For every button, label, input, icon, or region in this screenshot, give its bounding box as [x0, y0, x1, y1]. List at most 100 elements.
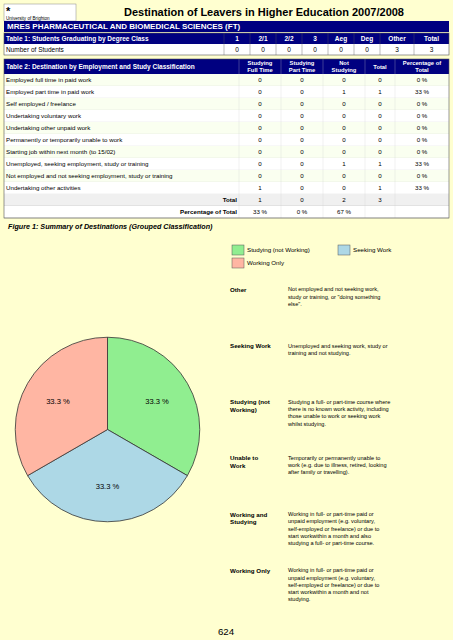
table-header: 2/1 [258, 35, 267, 42]
divider [365, 59, 366, 218]
definition-text-line: whilst studying. [287, 421, 326, 427]
table-cell: 0 [378, 148, 382, 155]
definition-text-line: after family or travelling). [288, 469, 350, 475]
table-cell: 1 [258, 196, 262, 203]
table-cell: 0 [258, 124, 262, 131]
definition-text-line: Not employed and not seeking work, [288, 286, 379, 292]
table-cell: 0 [378, 100, 382, 107]
definition-term-line: Studying [230, 518, 257, 525]
table-cell: 0 [342, 136, 346, 143]
table-cell: 0 [300, 184, 304, 191]
definition-term: Working Only [230, 567, 271, 574]
definition-text-line: self-employed or freelance) or due to [288, 582, 379, 588]
table-cell: 0 [342, 172, 346, 179]
data-labels: 33.3 %33.3 %33.3 % [46, 397, 169, 492]
logo-text: University of Brighton [6, 16, 50, 21]
legend-entry: Working Only [247, 259, 285, 266]
subtitle-bar [4, 21, 449, 32]
table-cell: 0 % [417, 172, 428, 179]
table-row-bg [4, 182, 449, 194]
definition-text-line: study or training, or "doing something [288, 294, 380, 300]
definition-term: Working andStudying [230, 511, 268, 525]
table-row-bg [4, 44, 449, 55]
definition-text-line: Unemployed and seeking work, study or [288, 343, 388, 349]
definition-text-line: unpaid employment (e.g. voluntary, [288, 575, 375, 581]
divider [224, 33, 225, 55]
table-summary-bg [4, 194, 449, 206]
definition-text-line: studying a full- or part-time course. [288, 540, 375, 546]
divider [281, 59, 282, 218]
table-header-line: Part Time [289, 67, 316, 73]
table-cell: Employed part time in paid work [6, 88, 95, 95]
table-header-bg [4, 33, 449, 44]
definitions: Other Not employed and not seeking work, s… [230, 286, 390, 603]
table-cell: 0 % [417, 148, 428, 155]
table-cell: 0 [342, 112, 346, 119]
divider [276, 33, 277, 55]
table-cell: Undertaking other activities [6, 184, 81, 191]
table-cell: 0 % [417, 112, 428, 119]
table-cell: 0 [258, 172, 262, 179]
table-cell: 3 [430, 46, 434, 53]
table-cell: 0 [258, 148, 262, 155]
title: Destination of Leavers in Higher Educati… [124, 6, 404, 18]
table-cell: 0 [300, 76, 304, 83]
table-header-line: Studying [332, 67, 357, 73]
table-row-bg [4, 134, 449, 146]
table-cell: 0 [258, 112, 262, 119]
table-header-line: Full Time [247, 67, 273, 73]
definition-text-line: start workwithin a month and not [288, 589, 369, 595]
table-cell: Employed full time in paid work [6, 76, 92, 83]
table-cell: 0 [300, 136, 304, 143]
definition-text-line: start workwithin a month and also [288, 533, 371, 539]
definition-term-line: Working) [230, 406, 257, 413]
table-cell: 0 [300, 196, 304, 203]
page: *University of Brighton Destination of Le… [0, 0, 453, 640]
divider [328, 33, 329, 55]
table-cell: 0 [313, 46, 317, 53]
table-cell: Total [223, 196, 238, 203]
table-header: Deg [361, 35, 373, 43]
table-header: Table 1: Students Graduating by Degree C… [6, 35, 149, 43]
table-cell: 0 [378, 136, 382, 143]
definition-term: Other [230, 286, 247, 293]
table-cell: 0 [300, 148, 304, 155]
table-header: Other [388, 35, 406, 42]
page-number: 624 [218, 626, 235, 637]
definition-text-line: Studying a full- or part-time course whe… [288, 399, 390, 405]
table-header-line: Total [415, 67, 429, 73]
table-cell: 1 [258, 184, 262, 191]
table-cell: 1 [342, 160, 346, 167]
background [0, 0, 453, 640]
table-cell: 0 [378, 76, 382, 83]
table-cell: 0 % [297, 208, 308, 215]
divider [395, 59, 396, 218]
table-1: Table 1: Students Graduating by Degree C… [4, 33, 449, 55]
definition-text: Working in full- or part-time paid orunp… [288, 567, 379, 602]
definition-text-line: else". [288, 301, 302, 307]
definition-text-line: Working in full- or part-time paid or [288, 511, 374, 517]
definition-text: Working in full- or part-time paid orunp… [288, 511, 379, 546]
table-row-bg [4, 122, 449, 134]
pie [15, 337, 200, 522]
table-cell: 0 [342, 100, 346, 107]
legend: Studying (not Working)Seeking WorkWorkin… [232, 245, 392, 268]
divider [354, 33, 355, 55]
table-header: Table 2: Destination by Employment and S… [6, 63, 195, 71]
table-border [4, 33, 449, 55]
table-header: StudyingFull Time [247, 60, 273, 73]
table-cell: Percentage of Total [180, 208, 237, 215]
table-header: 1 [235, 35, 239, 42]
legend-entry: Seeking Work [353, 246, 392, 253]
logo-mark: * [6, 5, 11, 17]
table-cell: 0 [378, 172, 382, 179]
table-row-bg [4, 110, 449, 122]
table-cell: 0 [287, 46, 291, 53]
table-header: Total [373, 64, 387, 70]
table-cell: 0 [342, 148, 346, 155]
definition-text-line: Temporarily or permanently unable to [288, 455, 380, 461]
table-cell: 0 [378, 124, 382, 131]
table-cell: 3 [378, 196, 382, 203]
header: *University of Brighton Destination of Le… [4, 4, 449, 32]
table-cell: 33 % [415, 184, 430, 191]
